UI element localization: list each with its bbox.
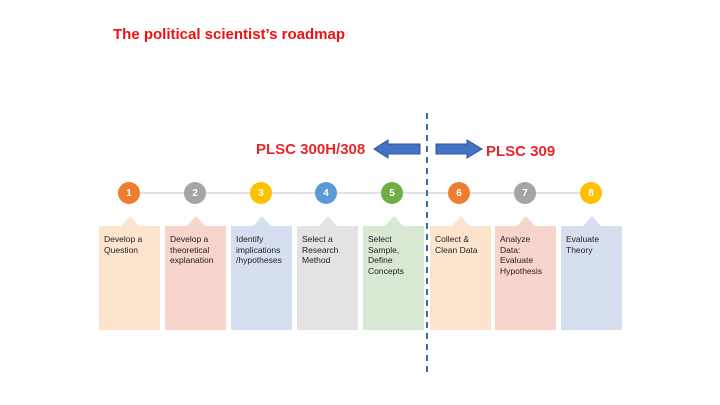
- left-course-label: PLSC 300H/308: [256, 141, 366, 158]
- step-4-box: Select a Research Method: [297, 216, 358, 330]
- step-8-circle: 8: [580, 182, 602, 204]
- step-8-box: Evaluate Theory: [561, 216, 622, 330]
- step-6-circle: 6: [448, 182, 470, 204]
- step-2-box: Develop a theoretical explanation: [165, 216, 226, 330]
- step-3-box: Identify implications /hypotheses: [231, 216, 292, 330]
- step-4-circle: 4: [315, 182, 337, 204]
- step-7-circle: 7: [514, 182, 536, 204]
- left-arrow: [373, 139, 421, 159]
- right-course-label: PLSC 309: [486, 143, 556, 160]
- page-title: The political scientist’s roadmap: [113, 26, 346, 43]
- step-5-box: Select Sample, Define Concepts: [363, 216, 424, 330]
- step-7-box: Analyze Data: Evaluate Hypothesis: [495, 216, 556, 330]
- step-2-circle: 2: [184, 182, 206, 204]
- step-1-box: Develop a Question: [99, 216, 160, 330]
- step-5-circle: 5: [381, 182, 403, 204]
- step-6-box: Collect & Clean Data: [430, 216, 491, 330]
- step-1-circle: 1: [118, 182, 140, 204]
- right-arrow: [435, 139, 483, 159]
- step-3-circle: 3: [250, 182, 272, 204]
